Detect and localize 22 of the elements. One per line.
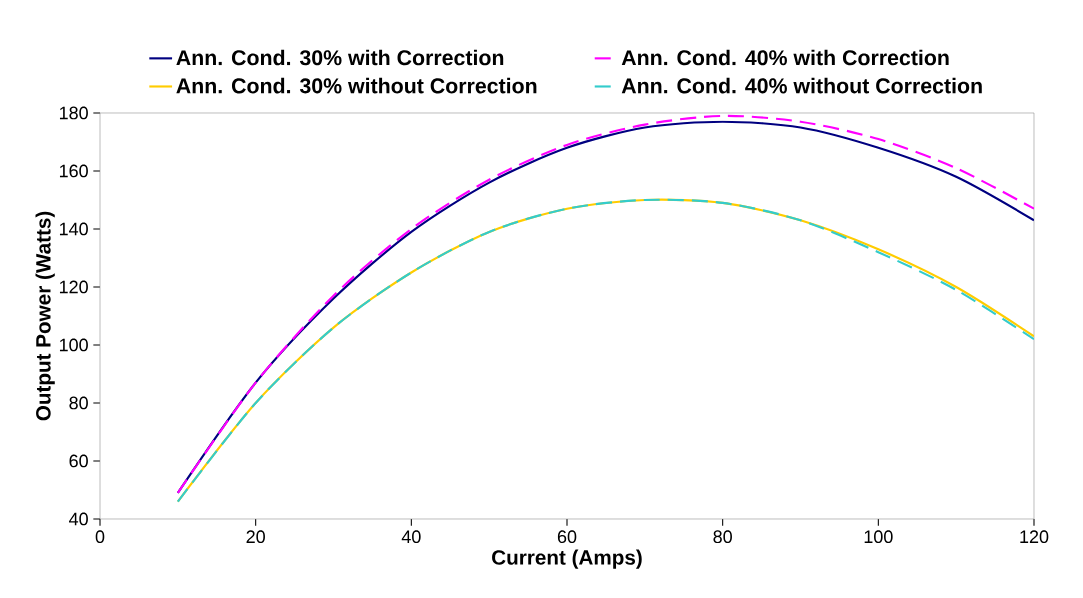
x-tick-label: 120: [1020, 530, 1049, 544]
y-tick-label: 160: [59, 164, 88, 178]
x-tick-label: 80: [713, 530, 732, 544]
y-tick-label: 120: [59, 280, 88, 294]
y-tick-label: 40: [69, 512, 88, 526]
legend-label: Ann. Cond. 30% with Correction: [176, 49, 504, 66]
x-tick-label: 100: [864, 530, 893, 544]
x-tick-label: 0: [95, 530, 105, 544]
line-series: [176, 198, 1034, 503]
y-tick-label: 140: [59, 222, 88, 236]
y-tick-label: 60: [69, 454, 88, 468]
x-tick-label: 60: [557, 530, 577, 544]
y-tick-label: 180: [59, 106, 88, 120]
y-axis-title: Output Power (Watts): [35, 211, 55, 421]
y-tick-label: 80: [69, 396, 88, 410]
x-axis-title: Current (Amps): [492, 549, 642, 569]
legend-label: Ann. Cond. 30% without Correction: [176, 77, 537, 94]
x-tick-label: 20: [246, 530, 265, 544]
legend-label: Ann. Cond. 40% without Correction: [621, 77, 982, 94]
legend-label: Ann. Cond. 40% with Correction: [621, 49, 949, 66]
y-tick-label: 100: [59, 338, 88, 352]
x-tick-label: 40: [401, 530, 421, 544]
